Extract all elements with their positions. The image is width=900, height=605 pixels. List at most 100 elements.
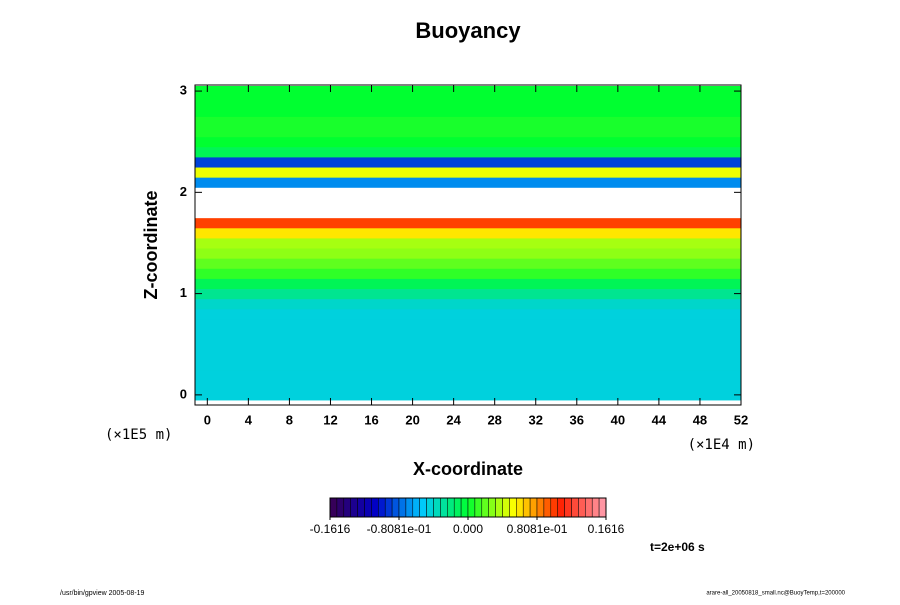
colorbar-label: -0.1616 <box>310 522 351 536</box>
colorbar-cell <box>391 497 400 518</box>
x-tick-label: 8 <box>286 412 293 427</box>
colorbar-cell <box>447 497 455 518</box>
x-tick-label: 52 <box>734 412 748 427</box>
colorbar-label: 0.8081e-01 <box>507 522 568 536</box>
x-axis-label: X-coordinate <box>413 459 523 479</box>
heat-band <box>195 146 741 158</box>
heat-band <box>195 308 741 320</box>
heat-band <box>195 237 741 249</box>
heat-band <box>195 339 741 350</box>
colorbar-cell <box>364 497 372 518</box>
heat-band <box>195 136 741 148</box>
heat-band <box>195 126 741 138</box>
heat-band <box>195 288 741 300</box>
colorbar-cell <box>357 497 365 518</box>
x-tick-label: 48 <box>693 412 707 427</box>
heat-band <box>195 379 741 391</box>
colorbar-cell <box>550 497 558 518</box>
heat-band <box>195 318 741 330</box>
colorbar-cell <box>557 497 565 518</box>
footer-right: arare-all_20050818_small.nc@BuoyTemp,t=2… <box>706 591 845 597</box>
y-unit: (×1E5 m) <box>105 427 172 443</box>
x-unit: (×1E4 m) <box>688 437 755 453</box>
colorbar-cell <box>591 497 600 518</box>
heat-band <box>195 248 741 259</box>
heat-band <box>195 329 741 340</box>
y-tick-label: 1 <box>180 285 187 300</box>
colorbar-label: 0.000 <box>453 522 483 536</box>
x-tick-label: 24 <box>446 412 461 427</box>
colorbar-cell <box>440 497 448 518</box>
heat-band <box>195 217 741 229</box>
heat-band <box>195 177 741 188</box>
colorbar-cell <box>405 497 414 518</box>
y-tick-label: 2 <box>180 184 187 199</box>
heat-band <box>195 96 741 107</box>
y-axis-label: Z-coordinate <box>141 190 161 299</box>
colorbar-cell <box>433 497 441 518</box>
x-tick-label: 20 <box>405 412 419 427</box>
heat-band <box>195 106 741 117</box>
colorbar-cell <box>426 497 434 518</box>
colorbar-cell <box>474 497 483 518</box>
colorbar-cell <box>529 497 538 518</box>
heat-band <box>195 207 741 219</box>
x-tick-label: 28 <box>487 412 501 427</box>
colorbar-cell <box>488 497 496 518</box>
plot-frame <box>194 84 742 406</box>
x-tick-label: 16 <box>364 412 378 427</box>
heat-band <box>195 187 741 198</box>
colorbar-cell <box>343 497 351 518</box>
colorbar-cell <box>502 497 510 518</box>
colorbar-cell <box>467 497 476 518</box>
x-tick-label: 36 <box>570 412 584 427</box>
x-tick-label: 32 <box>529 412 543 427</box>
heat-band <box>195 227 741 239</box>
y-tick-label: 0 <box>180 386 187 401</box>
heat-band <box>195 86 741 97</box>
colorbar-cell <box>598 497 607 518</box>
time-label: t=2e+06 s <box>650 540 705 554</box>
footer-left: /usr/bin/gpview 2005-08-19 <box>60 590 145 597</box>
colorbar-cell <box>412 497 420 518</box>
colorbar-cell <box>419 497 427 518</box>
y-tick-label: 3 <box>180 83 187 98</box>
x-tick-label: 44 <box>652 412 667 427</box>
colorbar-cell <box>481 497 489 518</box>
colorbar-cell <box>329 497 338 518</box>
colorbar-cell <box>536 497 545 518</box>
colorbar-cell <box>509 497 517 518</box>
heat-band <box>195 278 741 290</box>
heat-band <box>195 268 741 279</box>
x-tick-label: 4 <box>245 412 253 427</box>
colorbar-cell <box>516 497 524 518</box>
colorbar-cell <box>350 497 358 518</box>
colorbar-cell <box>578 497 586 518</box>
heat-band <box>195 359 741 371</box>
colorbar-cell <box>543 497 552 518</box>
colorbar-cell <box>564 497 572 518</box>
colorbar-cell <box>371 497 379 518</box>
colorbar-cell <box>336 497 345 518</box>
heat-band <box>195 298 741 310</box>
heat-band <box>195 258 741 269</box>
colorbar-label: 0.1616 <box>588 522 625 536</box>
heat-band <box>195 389 741 401</box>
heat-band <box>195 197 741 209</box>
colorbar-cell <box>522 497 531 518</box>
x-tick-label: 40 <box>611 412 625 427</box>
colorbar-cell <box>384 497 393 518</box>
heat-band <box>195 167 741 178</box>
colorbar-cell <box>571 497 579 518</box>
colorbar-cell <box>398 497 407 518</box>
colorbar-cell <box>460 497 469 518</box>
colorbar-cell <box>585 497 593 518</box>
heat-band <box>195 116 741 128</box>
chart-title: Buoyancy <box>415 18 521 43</box>
colorbar-cell <box>378 497 386 518</box>
heat-band <box>195 349 741 360</box>
x-tick-label: 12 <box>323 412 337 427</box>
colorbar-label: -0.8081e-01 <box>367 522 432 536</box>
heat-band <box>195 369 741 381</box>
